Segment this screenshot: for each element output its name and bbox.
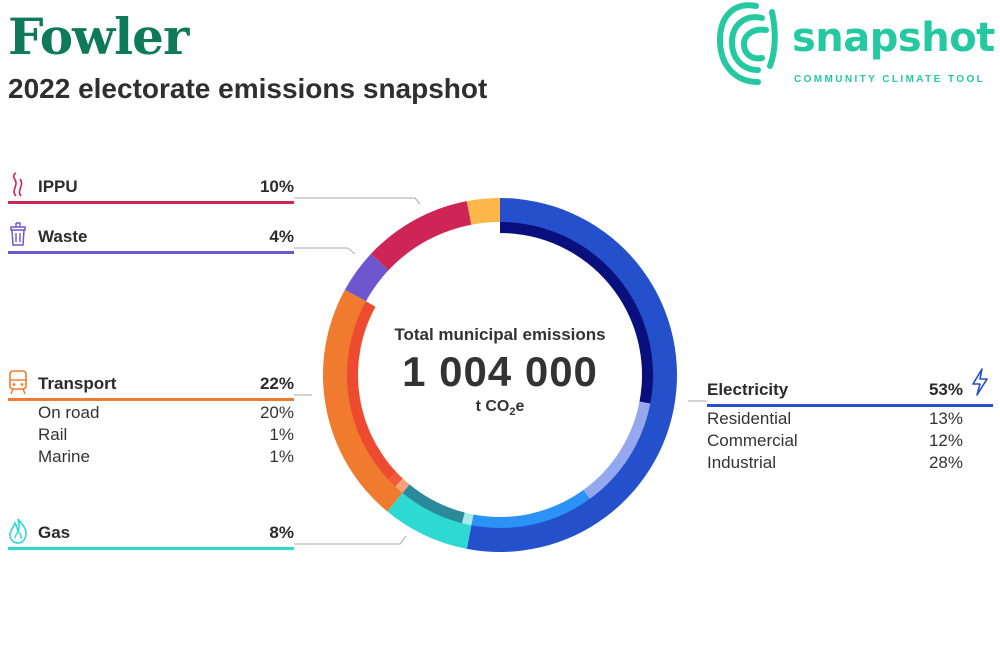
waste-percent: 4% <box>269 227 294 246</box>
unit-subscript: 2 <box>509 406 516 419</box>
sub-percent: 1% <box>269 447 294 466</box>
unit-suffix: e <box>515 398 525 415</box>
category-waste: Waste 4% <box>8 220 294 254</box>
slice-agriculture-inner <box>471 222 500 236</box>
transport-sub-on-road: On road 20% <box>38 402 294 424</box>
sub-label: Industrial <box>707 453 776 472</box>
sub-label: On road <box>38 403 100 422</box>
sub-percent: 12% <box>928 431 963 450</box>
transport-rule <box>8 398 294 401</box>
ippu-leader <box>294 197 421 205</box>
ippu-percent: 10% <box>259 177 294 196</box>
slice-agriculture <box>466 198 500 226</box>
slice-gas-inner-a <box>461 512 474 526</box>
sub-label: Commercial <box>707 431 798 450</box>
category-transport: Transport 22% <box>8 367 294 401</box>
category-ippu: IPPU 10% <box>8 170 294 204</box>
flame-icon <box>9 518 27 544</box>
slice-marine <box>395 478 410 493</box>
sub-label: Rail <box>38 425 68 444</box>
transport-percent: 22% <box>259 374 294 393</box>
train-icon <box>9 370 27 395</box>
total-value: 1 004 000 <box>402 348 598 395</box>
ippu-rule <box>8 201 294 204</box>
electricity-sub-residential: Residential 13% <box>707 408 963 430</box>
slice-transport <box>323 289 404 512</box>
smoke-icon <box>12 172 23 197</box>
category-electricity: Electricity 53% <box>707 373 993 407</box>
bin-icon <box>10 222 26 246</box>
waste-leader <box>294 247 356 255</box>
gas-label: Gas <box>38 523 71 542</box>
sub-label: Marine <box>38 447 90 466</box>
electricity-sub-industrial: Industrial 28% <box>707 452 963 474</box>
electricity-percent: 53% <box>928 380 963 399</box>
slice-residential <box>471 489 590 528</box>
gas-rule <box>8 547 294 550</box>
sub-percent: 1% <box>269 425 294 444</box>
sub-label: Residential <box>707 409 792 428</box>
chart-center: Total municipal emissions 1 004 000 t CO… <box>360 324 640 421</box>
logo-tagline: COMMUNITY CLIMATE TOOL <box>794 74 986 85</box>
logo-wordmark: snapshot <box>792 15 995 61</box>
slice-waste-inner <box>365 270 397 307</box>
page-title: Fowler <box>8 7 189 66</box>
unit-text: t CO <box>475 398 510 415</box>
lightning-icon <box>972 368 988 396</box>
leader-lines <box>294 197 707 545</box>
waste-rule <box>8 251 294 254</box>
total-label: Total municipal emissions <box>394 325 606 344</box>
slice-gas <box>387 492 472 549</box>
slice-ippu-inner <box>388 224 474 278</box>
electricity-rule <box>707 404 993 407</box>
page-subtitle: 2022 electorate emissions snapshot <box>8 73 488 104</box>
electricity-sub-commercial: Commercial 12% <box>707 430 963 452</box>
transport-sub-rail: Rail 1% <box>38 424 294 446</box>
slice-rail <box>388 472 403 487</box>
electricity-label: Electricity <box>707 380 789 399</box>
sub-percent: 28% <box>928 453 963 472</box>
snapshot-logo: snapshot COMMUNITY CLIMATE TOOL <box>712 0 1000 92</box>
sub-percent: 13% <box>928 409 963 428</box>
slice-gas-inner-b <box>402 484 465 524</box>
transport-sub-marine: Marine 1% <box>38 446 294 468</box>
ippu-label: IPPU <box>38 177 78 196</box>
sub-percent: 20% <box>259 403 294 422</box>
slice-waste <box>344 253 390 302</box>
gas-percent: 8% <box>269 523 294 542</box>
category-gas: Gas 8% <box>8 516 294 550</box>
spiral-icon <box>716 2 778 85</box>
inner-ring <box>347 222 653 528</box>
slice-on-road <box>347 301 397 480</box>
slice-ippu <box>370 201 472 271</box>
transport-label: Transport <box>38 374 117 393</box>
total-unit: t CO2e <box>360 398 640 421</box>
gas-leader <box>294 535 407 545</box>
slice-commercial <box>583 401 651 499</box>
waste-label: Waste <box>38 227 88 246</box>
